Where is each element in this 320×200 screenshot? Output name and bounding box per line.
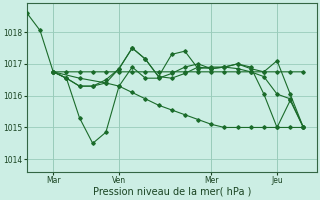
X-axis label: Pression niveau de la mer( hPa ): Pression niveau de la mer( hPa ): [92, 187, 251, 197]
